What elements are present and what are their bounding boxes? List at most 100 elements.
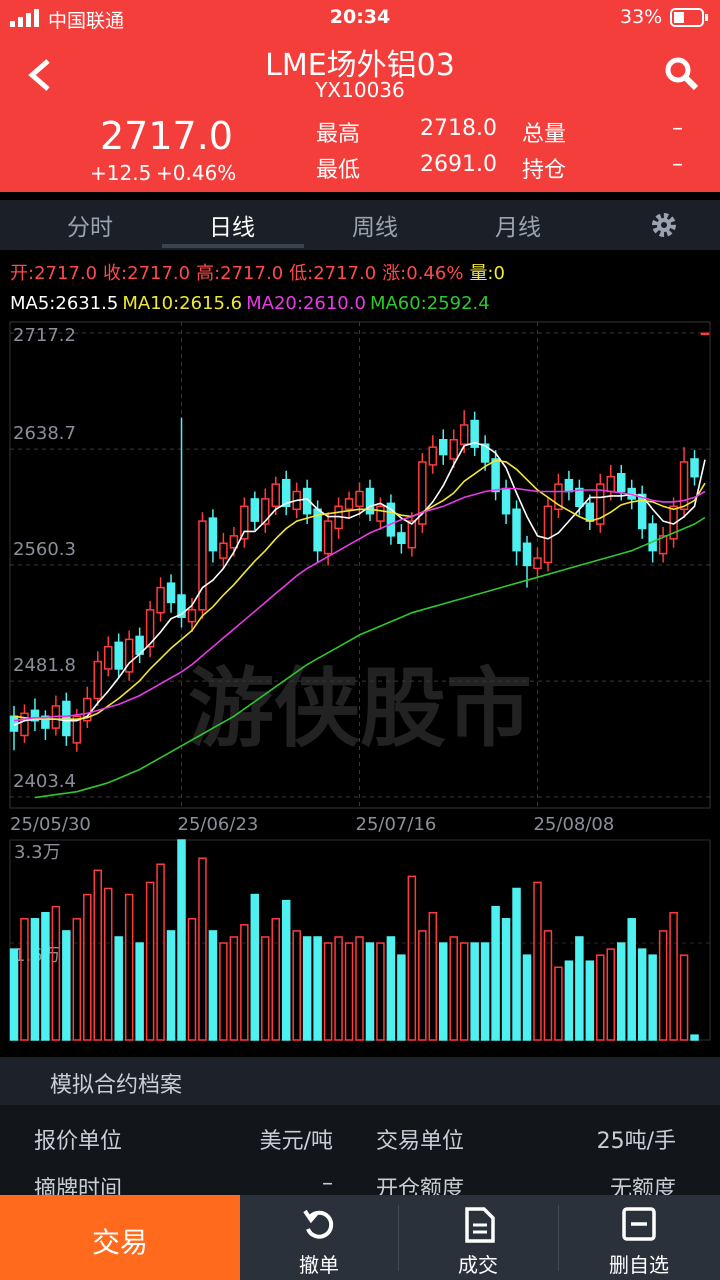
volume-bar [135, 942, 144, 1041]
volume-bar [480, 942, 490, 1041]
candle-body [281, 478, 291, 508]
search-button[interactable] [664, 56, 700, 92]
bottom-nav: 交易 撤单 成交 删自选 [0, 1195, 720, 1280]
volume-bar [145, 881, 155, 1041]
section-header: 模拟合约档案 [0, 1057, 720, 1105]
candle-body [690, 458, 699, 478]
candle-body [355, 490, 364, 508]
candle-body [564, 478, 574, 493]
volume-bar [606, 948, 616, 1041]
candle-body [501, 487, 511, 515]
candle-body [240, 505, 249, 540]
candle-body [72, 715, 82, 744]
volume-bar [51, 905, 61, 1041]
candle-body [512, 508, 521, 552]
remove-icon[interactable] [622, 1207, 656, 1241]
volume-bar [418, 930, 427, 1041]
candle-body [103, 646, 113, 670]
tab-bar: 分时 日线 周线 月线 [0, 200, 720, 250]
volume-bar [679, 954, 689, 1041]
candle-body [386, 502, 396, 537]
divider [558, 1205, 559, 1271]
nav-label[interactable]: 成交 [458, 1253, 498, 1277]
stat: 2691.0 [420, 152, 497, 177]
table-cell: 摘牌时间 [34, 1177, 123, 1195]
candle-body [554, 483, 563, 511]
divider [398, 1205, 399, 1271]
x-tick-label: 25/05/30 [10, 814, 91, 835]
tab[interactable]: 月线 [495, 215, 541, 241]
candle-body [606, 475, 616, 493]
stat: 持仓 [522, 158, 567, 183]
candle-body [261, 498, 270, 525]
candle-body [41, 715, 50, 729]
volume-tick-label: 3.3万 [14, 842, 61, 863]
candle-body [418, 461, 427, 525]
price: 2717.0 [100, 114, 233, 158]
code: YX10036 [315, 78, 405, 102]
volume-bar [219, 942, 228, 1041]
volume-bar [250, 893, 260, 1041]
tab[interactable]: 分时 [67, 215, 113, 241]
volume-bar [491, 905, 500, 1041]
doc-icon[interactable] [464, 1207, 496, 1243]
candle-body [365, 487, 375, 515]
tab[interactable]: 日线 [209, 215, 255, 241]
volume-bar [596, 954, 605, 1041]
volume-bar [240, 924, 249, 1041]
nav-label: 交易 [91, 1226, 148, 1259]
candle-body [20, 712, 29, 737]
settings-button[interactable] [650, 211, 678, 239]
ma-line [34, 516, 706, 799]
x-tick-label: 25/06/23 [178, 814, 259, 835]
nav-label[interactable]: 删自选 [609, 1253, 669, 1277]
candle-body [533, 557, 542, 570]
volume-bar [93, 869, 103, 1041]
y-tick-label: 2560.3 [13, 539, 76, 560]
volume-bar [449, 936, 458, 1041]
x-tick-label: 25/08/08 [533, 814, 614, 835]
volume-bar [386, 936, 396, 1041]
battery-icon [670, 8, 708, 27]
volume-bar [575, 936, 584, 1041]
volume-bar [41, 911, 50, 1041]
tab[interactable]: 周线 [352, 215, 398, 241]
volume-bar [543, 930, 553, 1041]
back-button[interactable] [26, 58, 54, 92]
quote-label: 开:2717.0 [10, 263, 97, 284]
candle-body [470, 419, 479, 448]
candle-body [407, 520, 417, 549]
ma-label: MA60:2592.4 [370, 293, 490, 314]
nav-label[interactable]: 撤单 [299, 1253, 339, 1277]
stat: – [672, 152, 683, 177]
quote-label: 涨:0.46% [382, 263, 463, 284]
volume-bar [72, 918, 82, 1041]
chart: 开:2717.0 收:2717.0 高:2717.0 低:2717.0 涨:0.46% 量… [9, 263, 711, 1041]
undo-icon[interactable] [302, 1207, 338, 1243]
candle-body [145, 609, 155, 648]
volume-bar [627, 918, 636, 1041]
volume-bar [355, 936, 364, 1041]
volume-bar [690, 1034, 699, 1041]
signal-icon [10, 9, 39, 27]
volume-bar [103, 887, 113, 1041]
candle-body [575, 487, 584, 508]
candle-body [219, 542, 228, 559]
volume-bar [313, 936, 322, 1041]
table-cell: 25吨/手 [596, 1129, 676, 1154]
table-cell: 无额度 [609, 1177, 676, 1195]
candle-body [428, 446, 438, 466]
candle-body [397, 532, 406, 545]
volume-bar [9, 948, 19, 1041]
candle-body [543, 505, 553, 564]
candle-body [459, 424, 469, 445]
x-tick-label: 25/07/16 [356, 814, 437, 835]
table-cell: – [322, 1171, 333, 1195]
ma-line [13, 441, 706, 726]
volume-bar [229, 936, 239, 1041]
volume-bar [83, 893, 92, 1041]
trade-button[interactable]: 交易 [0, 1195, 240, 1280]
ma-line [13, 487, 706, 722]
candle-body [376, 505, 385, 522]
